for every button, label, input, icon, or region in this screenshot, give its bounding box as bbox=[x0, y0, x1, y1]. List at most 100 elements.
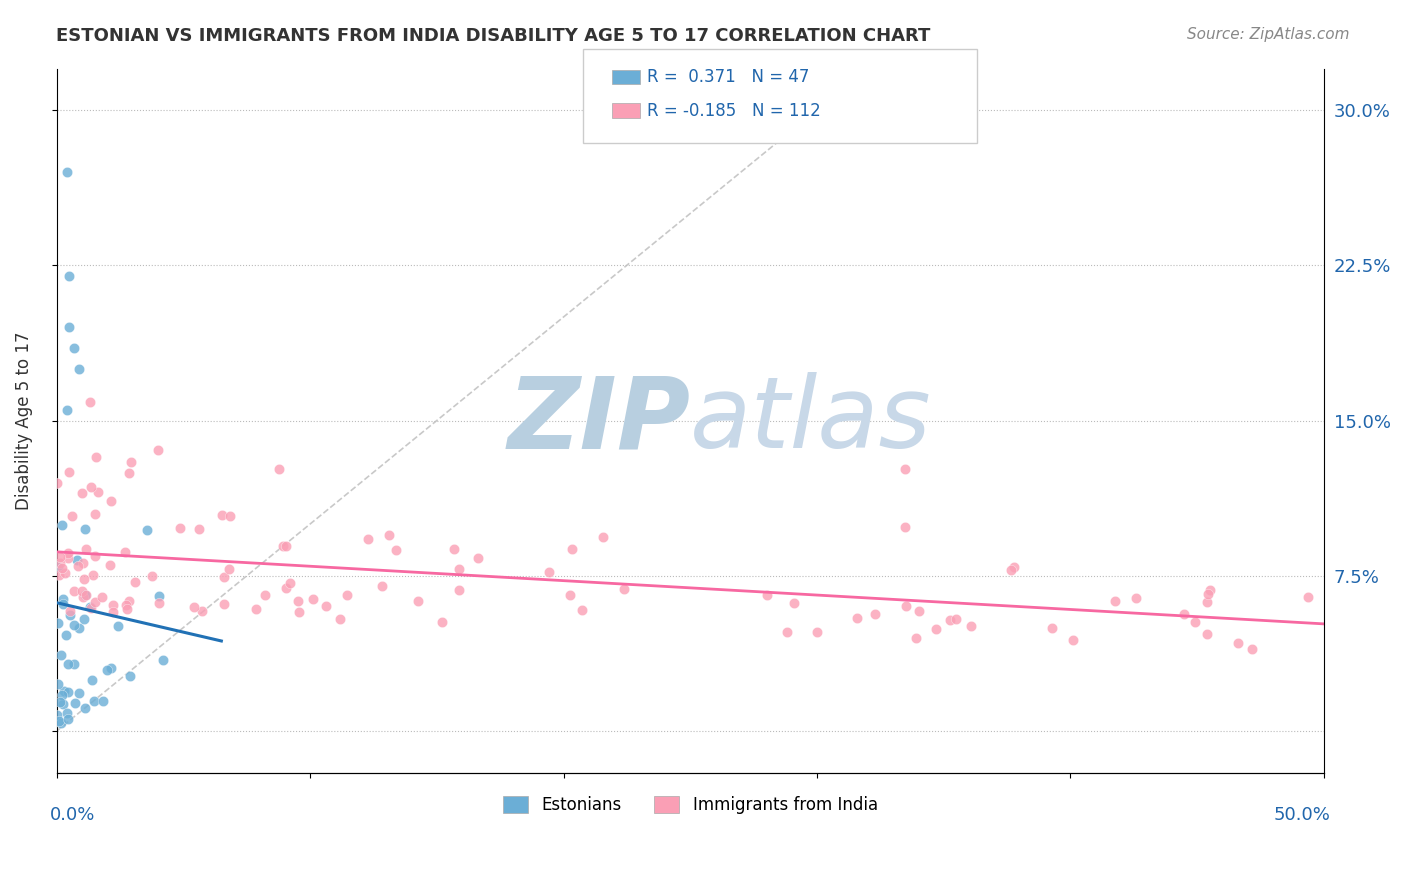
Point bbox=[73, 612, 96, 626]
Point bbox=[592, 530, 614, 544]
Point bbox=[148, 596, 170, 610]
Point bbox=[315, 599, 337, 613]
Point bbox=[93, 694, 115, 708]
Point bbox=[66, 553, 89, 567]
Point bbox=[96, 663, 118, 677]
Point bbox=[53, 566, 76, 580]
Point bbox=[124, 574, 146, 589]
Point bbox=[278, 576, 301, 591]
Point bbox=[83, 549, 105, 563]
Point bbox=[148, 589, 170, 603]
Point bbox=[62, 657, 84, 671]
Point bbox=[52, 592, 75, 607]
Point bbox=[79, 395, 101, 409]
Point bbox=[114, 545, 136, 559]
Text: R = -0.185   N = 112: R = -0.185 N = 112 bbox=[647, 102, 821, 120]
Point bbox=[212, 597, 235, 611]
Point bbox=[329, 611, 352, 625]
Point bbox=[276, 539, 298, 553]
Point bbox=[357, 532, 380, 546]
Point bbox=[1000, 563, 1022, 577]
Point bbox=[558, 588, 581, 602]
Point bbox=[51, 517, 73, 532]
Point bbox=[1195, 595, 1218, 609]
Point bbox=[91, 590, 114, 604]
Point bbox=[75, 542, 97, 557]
Point bbox=[80, 600, 103, 615]
Point bbox=[79, 599, 101, 614]
Point bbox=[571, 603, 593, 617]
Point bbox=[141, 568, 163, 582]
Point bbox=[67, 621, 90, 635]
Point bbox=[56, 657, 79, 672]
Point bbox=[58, 320, 80, 334]
Point bbox=[301, 592, 323, 607]
Point bbox=[893, 520, 915, 534]
Point bbox=[56, 712, 79, 726]
Point bbox=[191, 604, 214, 618]
Point bbox=[49, 648, 72, 662]
Point bbox=[783, 596, 806, 610]
Point bbox=[58, 546, 80, 560]
Point bbox=[63, 618, 86, 632]
Point bbox=[67, 361, 90, 376]
Point bbox=[51, 689, 73, 703]
Point bbox=[188, 523, 211, 537]
Point bbox=[1227, 636, 1250, 650]
Text: 0.0%: 0.0% bbox=[51, 806, 96, 824]
Legend: Estonians, Immigrants from India: Estonians, Immigrants from India bbox=[496, 789, 884, 821]
Point bbox=[120, 455, 142, 469]
Point bbox=[56, 706, 79, 721]
Point bbox=[269, 461, 291, 475]
Point bbox=[73, 700, 96, 714]
Point bbox=[894, 599, 917, 614]
Point bbox=[1240, 641, 1263, 656]
Point bbox=[79, 480, 101, 494]
Point bbox=[58, 604, 80, 618]
Text: ZIP: ZIP bbox=[508, 372, 690, 469]
Point bbox=[72, 556, 94, 570]
Point bbox=[83, 507, 105, 521]
Point bbox=[904, 631, 927, 645]
Point bbox=[48, 714, 70, 728]
Point bbox=[117, 601, 139, 615]
Point bbox=[449, 562, 471, 576]
Point bbox=[118, 669, 141, 683]
Point bbox=[863, 607, 886, 621]
Point bbox=[1040, 621, 1063, 635]
Point bbox=[46, 475, 69, 490]
Point bbox=[1184, 615, 1206, 629]
Point bbox=[1296, 591, 1319, 605]
Point bbox=[776, 625, 799, 640]
Point bbox=[1199, 582, 1222, 597]
Point bbox=[908, 604, 931, 618]
Point bbox=[52, 683, 75, 698]
Text: Source: ZipAtlas.com: Source: ZipAtlas.com bbox=[1187, 27, 1350, 42]
Point bbox=[82, 568, 104, 582]
Point bbox=[385, 542, 408, 557]
Point bbox=[1197, 587, 1219, 601]
Point bbox=[894, 462, 917, 476]
Point bbox=[169, 521, 191, 535]
Point bbox=[84, 595, 107, 609]
Point bbox=[276, 581, 298, 595]
Y-axis label: Disability Age 5 to 17: Disability Age 5 to 17 bbox=[15, 331, 32, 509]
Point bbox=[960, 618, 983, 632]
Point bbox=[56, 550, 79, 565]
Point bbox=[925, 622, 948, 636]
Point bbox=[148, 442, 170, 457]
Point bbox=[100, 661, 122, 675]
Point bbox=[100, 493, 122, 508]
Point bbox=[271, 539, 294, 553]
Point bbox=[136, 523, 159, 537]
Text: R =  0.371   N = 47: R = 0.371 N = 47 bbox=[647, 68, 808, 86]
Point bbox=[48, 567, 70, 582]
Point bbox=[117, 594, 139, 608]
Point bbox=[52, 698, 75, 712]
Point bbox=[1173, 607, 1195, 622]
Point bbox=[56, 685, 79, 699]
Point bbox=[52, 598, 75, 612]
Point bbox=[51, 560, 73, 574]
Point bbox=[443, 541, 465, 556]
Point bbox=[613, 582, 636, 596]
